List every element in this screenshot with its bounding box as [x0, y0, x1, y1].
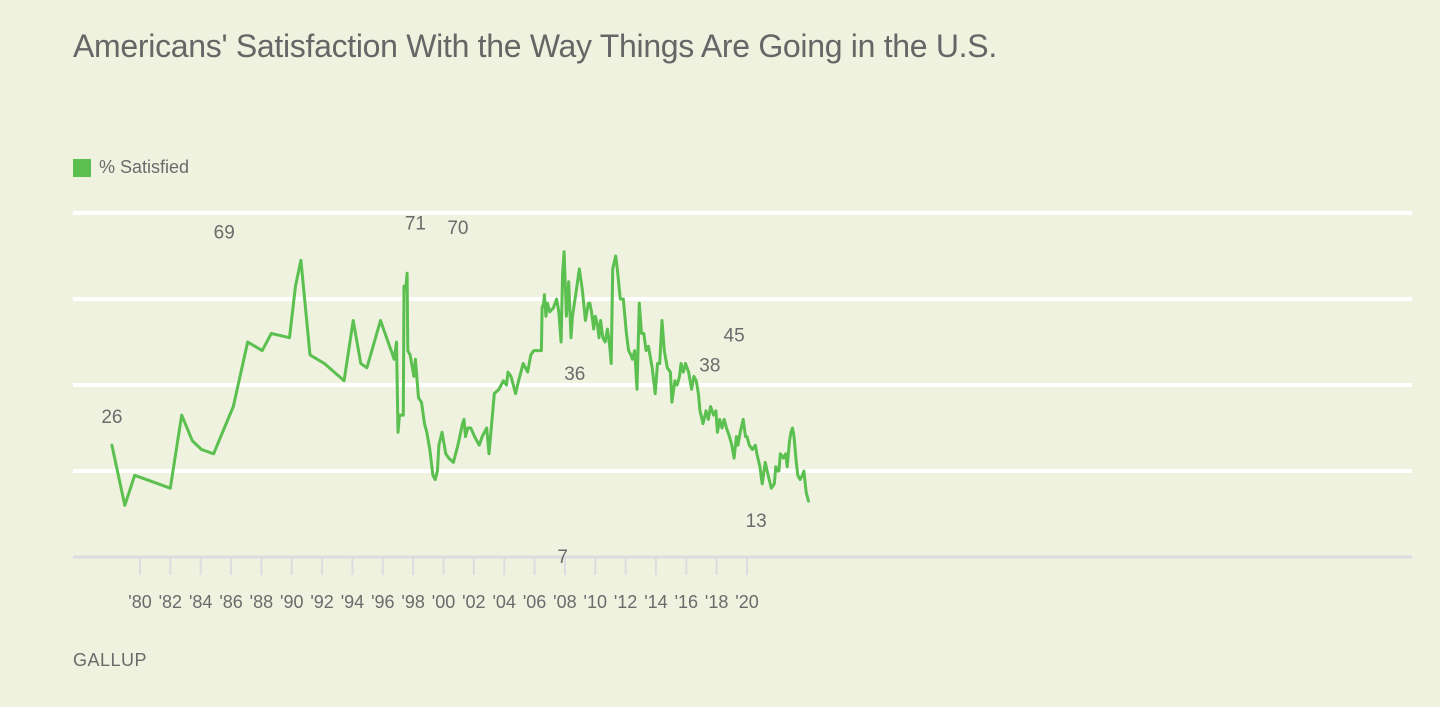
x-tick-label-1980: '80 [128, 592, 151, 612]
data-label-70: 70 [447, 218, 468, 239]
data-label-36: 36 [564, 364, 585, 385]
data-label-7: 7 [557, 547, 568, 568]
x-tick-label-2012: '12 [614, 592, 637, 612]
data-label-38: 38 [699, 356, 720, 377]
data-label-45: 45 [724, 326, 745, 347]
data-label-26: 26 [101, 407, 122, 428]
x-tick-label-2010: '10 [584, 592, 607, 612]
x-tick-label-1990: '90 [280, 592, 303, 612]
x-tick-label-2014: '14 [644, 592, 667, 612]
x-tick-label-1998: '98 [401, 592, 424, 612]
x-tick-label-1988: '88 [250, 592, 273, 612]
x-tick-label-2004: '04 [492, 592, 515, 612]
gridlines [73, 211, 1412, 473]
legend: % Satisfied [73, 157, 189, 178]
x-tick-label-1992: '92 [310, 592, 333, 612]
legend-label-satisfied: % Satisfied [99, 157, 190, 177]
x-tick-label-2006: '06 [523, 592, 546, 612]
x-tick-label-1986: '86 [219, 592, 242, 612]
x-axis: '80 '82 '84 '86 '88 '90 '92 '94 '96 '98 '00 '02 '04 '… [73, 555, 1412, 612]
series-line-satisfied [110, 250, 810, 507]
series-satisfied [110, 250, 810, 507]
x-tick-label-2008: '08 [553, 592, 576, 612]
x-tick-label-2002: '02 [462, 592, 485, 612]
x-tick-label-1994: '94 [341, 592, 364, 612]
data-label-13: 13 [746, 511, 767, 532]
x-tick-label-1982: '82 [159, 592, 182, 612]
x-tick-label-1984: '84 [189, 592, 212, 612]
x-tick-label-2020: '20 [735, 592, 758, 612]
x-tick-label-2016: '16 [675, 592, 698, 612]
legend-swatch-satisfied [73, 158, 91, 177]
chart-title: Americans' Satisfaction With the Way Thi… [73, 28, 997, 64]
x-tick-label-1996: '96 [371, 592, 394, 612]
source-label: GALLUP [73, 650, 148, 670]
x-tick-label-2018: '18 [705, 592, 728, 612]
data-label-71: 71 [405, 214, 426, 235]
x-tick-label-2000: '00 [432, 592, 455, 612]
data-label-69: 69 [214, 222, 235, 243]
